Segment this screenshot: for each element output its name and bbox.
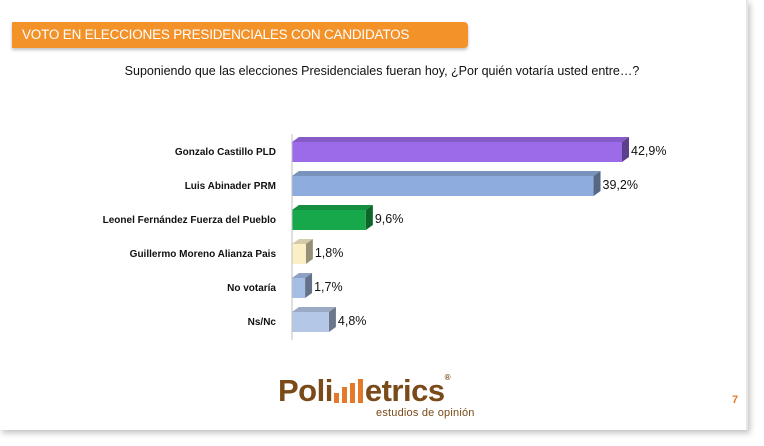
bar-1 — [292, 176, 594, 196]
bar-side-4 — [305, 273, 313, 298]
value-label-3: 1,8% — [315, 246, 344, 260]
bar-side-0 — [622, 137, 629, 162]
bar-2 — [292, 210, 366, 230]
category-label-2: Leonel Fernández Fuerza del Pueblo — [103, 215, 276, 226]
bar-side-2 — [365, 205, 373, 230]
bar-top-2 — [292, 205, 373, 210]
slide — [0, 0, 748, 430]
bar-top-0 — [292, 137, 629, 142]
bar-3 — [292, 244, 306, 264]
bar-side-3 — [305, 239, 313, 264]
value-label-1: 39,2% — [603, 178, 638, 192]
bar-side-5 — [328, 307, 336, 332]
bar-top-3 — [292, 239, 313, 244]
category-label-0: Gonzalo Castillo PLD — [175, 147, 276, 158]
slide-edge — [746, 0, 748, 430]
bar-5 — [292, 312, 329, 332]
value-label-0: 42,9% — [631, 144, 666, 158]
header-title: VOTO EN ELECCIONES PRESIDENCIALES CON CA… — [22, 27, 410, 42]
category-label-1: Luis Abinader PRM — [185, 181, 276, 192]
category-label-4: No votaría — [227, 283, 276, 294]
category-label-5: Ns/Nc — [248, 317, 277, 328]
question-text: Suponiendo que las elecciones Presidenci… — [124, 64, 640, 78]
bar-4 — [292, 278, 306, 298]
header-bar: VOTO EN ELECCIONES PRESIDENCIALES CON CA… — [12, 22, 468, 48]
logo-bars-icon — [333, 379, 364, 403]
logo-registered-mark: ® — [444, 373, 451, 382]
category-label-3: Guillermo Moreno Alianza Pais — [130, 249, 277, 260]
bar-top-5 — [292, 307, 336, 312]
logo-wordmark: Poli etrics® — [278, 373, 451, 409]
bar-top-4 — [292, 273, 313, 278]
bar-top-1 — [292, 171, 601, 176]
value-label-2: 9,6% — [375, 212, 404, 226]
logo-part2: etrics — [364, 373, 445, 408]
bar-side-1 — [593, 171, 601, 196]
logo-part1: Poli — [278, 373, 333, 408]
bar-0 — [292, 142, 622, 162]
value-label-5: 4,8% — [338, 314, 367, 328]
logo-subtitle: estudios de opinión — [376, 407, 475, 419]
polimetrics-logo: Poli etrics® estudios de opinión — [278, 373, 488, 423]
page-number: 7 — [732, 394, 739, 406]
value-label-4: 1,7% — [314, 280, 343, 294]
